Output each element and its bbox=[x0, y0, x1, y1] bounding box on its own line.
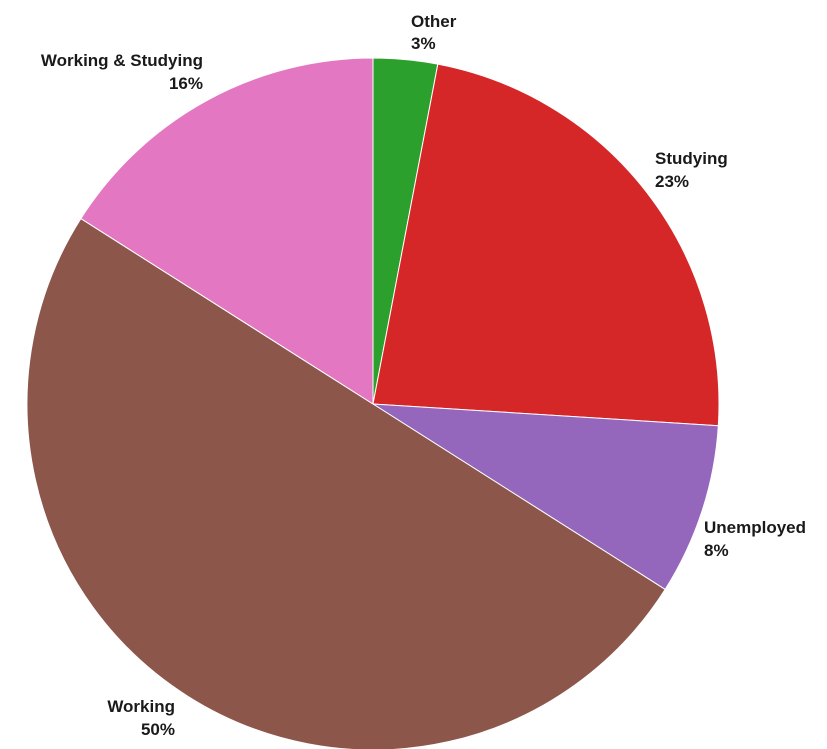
slice-label-unemployed-name: Unemployed bbox=[704, 518, 806, 537]
slice-label-other-value: 3% bbox=[411, 34, 436, 53]
slice-label-working-value: 50% bbox=[141, 720, 175, 739]
slice-label-working-name: Working bbox=[107, 697, 175, 716]
slice-label-working-and-studying-name: Working & Studying bbox=[41, 51, 203, 70]
slice-label-working: Working 50% bbox=[107, 697, 175, 739]
slice-label-studying-name: Studying bbox=[655, 149, 728, 168]
slice-label-other: Other 3% bbox=[411, 12, 457, 53]
slice-label-working-and-studying: Working & Studying 16% bbox=[41, 51, 203, 93]
slice-label-unemployed: Unemployed 8% bbox=[704, 518, 806, 560]
slice-label-studying: Studying 23% bbox=[655, 149, 728, 191]
slice-label-studying-value: 23% bbox=[655, 172, 689, 191]
pie-slices bbox=[26, 57, 720, 749]
pie-slice-working bbox=[26, 217, 666, 749]
pie-slice-studying bbox=[372, 63, 720, 427]
slice-label-unemployed-value: 8% bbox=[704, 541, 729, 560]
pie-slice-working-and-studying bbox=[80, 57, 374, 405]
slice-label-working-and-studying-value: 16% bbox=[169, 74, 203, 93]
slice-label-other-name: Other bbox=[411, 12, 457, 31]
pie-slice-unemployed bbox=[372, 403, 719, 591]
